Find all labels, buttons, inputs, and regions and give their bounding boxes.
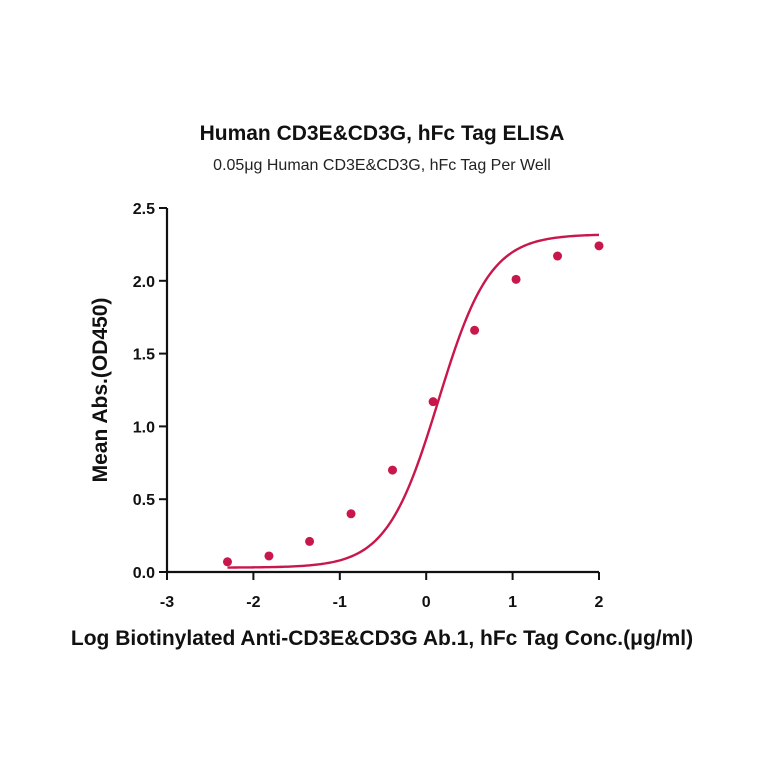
x-tick-label: -3 — [160, 594, 174, 611]
data-point — [305, 536, 315, 546]
x-axis-label: Log Biotinylated Anti-CD3E&CD3G Ab.1, hF… — [71, 627, 693, 650]
y-axis-label: Mean Abs.(OD450) — [89, 298, 112, 483]
data-point — [511, 274, 521, 284]
y-tick-label: 1.5 — [133, 347, 155, 364]
x-tick-label: -1 — [333, 594, 347, 611]
x-tick-label: -2 — [246, 594, 260, 611]
data-point — [388, 465, 398, 475]
x-tick-label: 1 — [508, 594, 517, 611]
data-point — [222, 557, 232, 567]
data-point — [594, 241, 604, 251]
x-tick-label: 2 — [595, 594, 604, 611]
y-tick-label: 2.0 — [133, 274, 155, 291]
chart-title: Human CD3E&CD3G, hFc Tag ELISA — [200, 122, 565, 145]
y-tick-label: 1.0 — [133, 419, 155, 436]
fit-curve — [227, 233, 600, 569]
y-axis-ticks: 0.0 0.5 1.0 1.5 2.0 2.5 — [133, 201, 167, 582]
plot-area — [222, 233, 604, 569]
x-tick-label: 0 — [422, 594, 431, 611]
data-point — [470, 325, 480, 335]
y-tick-label: 2.5 — [133, 201, 155, 218]
data-point — [346, 509, 356, 519]
x-axis-ticks: -3 -2 -1 0 1 2 — [160, 572, 604, 611]
chart-subtitle: 0.05μg Human CD3E&CD3G, hFc Tag Per Well — [213, 157, 551, 174]
data-point — [264, 551, 274, 561]
y-tick-label: 0.0 — [133, 565, 155, 582]
data-point — [428, 397, 438, 407]
data-point — [553, 251, 563, 261]
y-tick-label: 0.5 — [133, 492, 155, 509]
